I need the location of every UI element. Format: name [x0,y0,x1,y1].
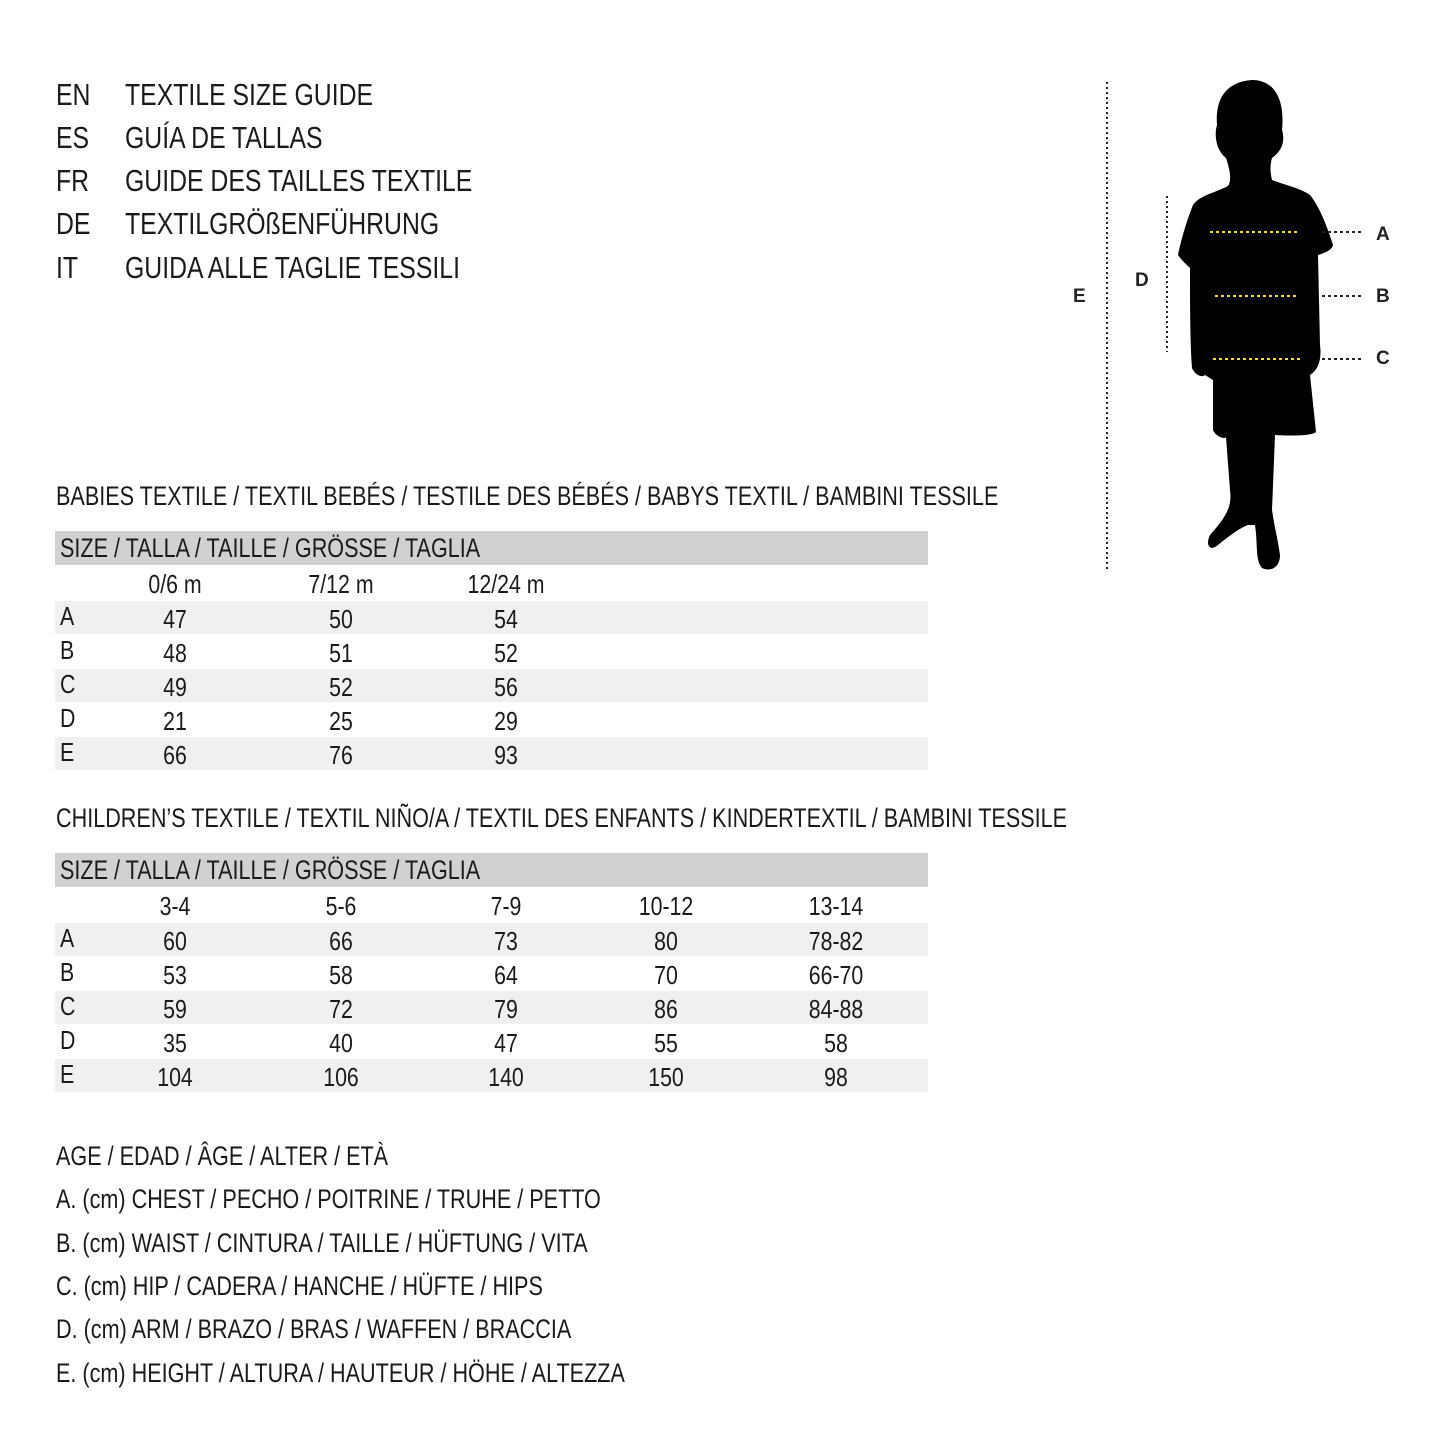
babies-cell: 50 [329,604,353,634]
babies-row-label: B [60,635,75,665]
guide-title: TEXTILGRÖßENFÜHRUNG [125,206,440,241]
babies-table-row [55,601,928,634]
child-silhouette-figure: A B C D E [1073,80,1390,570]
legend-item: D. (cm) ARM / BRAZO / BRAS / WAFFEN / BR… [56,1314,572,1344]
babies-size-header-bar [55,531,928,565]
children-cell: 86 [654,994,678,1024]
children-cell: 60 [163,926,187,956]
children-table-row [55,923,928,956]
children-cell: 40 [329,1028,353,1058]
label-e: E [1073,286,1086,307]
guide-title: GUIDA ALLE TAGLIE TESSILI [125,250,460,285]
label-c: C [1376,348,1390,369]
children-cell: 66-70 [808,960,864,990]
legend-item: B. (cm) WAIST / CINTURA / TAILLE / HÜFTU… [56,1228,588,1258]
children-cell: 104 [157,1062,193,1092]
children-cell: 150 [648,1062,684,1092]
guide-title: GUÍA DE TALLAS [125,120,323,155]
babies-row-label: E [60,737,75,767]
children-size-header: SIZE / TALLA / TAILLE / GRÖSSE / TAGLIA [60,855,481,885]
child-silhouette-icon [1178,80,1333,570]
babies-cell: 25 [329,706,353,736]
children-cell: 79 [494,994,518,1024]
babies-row-label: C [60,669,76,699]
children-cell: 66 [329,926,353,956]
babies-row-label: D [60,703,76,733]
babies-cell: 49 [163,672,187,702]
babies-cell: 21 [163,706,187,736]
language-code: IT [56,250,79,285]
children-heading: CHILDREN’S TEXTILE / TEXTIL NIÑO/A / TEX… [56,803,1068,833]
children-row-label: E [60,1059,75,1089]
children-cell: 106 [323,1062,359,1092]
babies-cell: 54 [494,604,518,634]
children-table-row [55,1059,928,1092]
babies-heading: BABIES TEXTILE / TEXTIL BEBÉS / TESTILE … [56,481,999,511]
language-code: ES [56,120,90,155]
babies-cell: 76 [329,740,353,770]
children-cell: 53 [163,960,187,990]
legend-item: A. (cm) CHEST / PECHO / POITRINE / TRUHE… [56,1184,601,1214]
children-column-header: 5-6 [325,891,357,921]
children-cell: 58 [329,960,353,990]
babies-size-header: SIZE / TALLA / TAILLE / GRÖSSE / TAGLIA [60,533,481,563]
children-cell: 47 [494,1028,518,1058]
children-row-label: A [60,923,75,953]
babies-cell: 48 [163,638,187,668]
babies-row-label: A [60,601,75,631]
babies-cell: 52 [494,638,518,668]
children-cell: 84-88 [808,994,864,1024]
babies-column-header: 7/12 m [308,569,374,599]
children-column-header: 3-4 [159,891,191,921]
children-cell: 72 [329,994,353,1024]
children-row-label: D [60,1025,76,1055]
language-code: FR [56,163,90,198]
babies-column-header: 0/6 m [148,569,202,599]
children-cell: 73 [494,926,518,956]
children-cell: 58 [824,1028,848,1058]
legend-item: E. (cm) HEIGHT / ALTURA / HAUTEUR / HÖHE… [56,1358,625,1388]
children-cell: 35 [163,1028,187,1058]
label-b: B [1376,286,1390,307]
babies-cell: 56 [494,672,518,702]
children-column-header: 10-12 [638,891,694,921]
babies-cell: 51 [329,638,353,668]
language-code: DE [56,206,91,241]
children-row-label: B [60,957,75,987]
legend-item: C. (cm) HIP / CADERA / HANCHE / HÜFTE / … [56,1271,543,1301]
legend-item: AGE / EDAD / ÂGE / ALTER / ETÀ [56,1141,389,1171]
babies-table-row [55,737,928,770]
babies-cell: 52 [329,672,353,702]
label-a: A [1376,224,1390,245]
guide-title: TEXTILE SIZE GUIDE [125,77,374,112]
label-d: D [1135,270,1149,291]
children-column-header: 13-14 [808,891,864,921]
babies-column-header: 12/24 m [467,569,545,599]
children-cell: 80 [654,926,678,956]
babies-cell: 66 [163,740,187,770]
babies-table-row [55,669,928,702]
children-cell: 140 [488,1062,524,1092]
children-size-header-bar [55,853,928,887]
children-cell: 98 [824,1062,848,1092]
babies-cell: 29 [494,706,518,736]
children-column-header: 7-9 [490,891,522,921]
children-cell: 64 [494,960,518,990]
children-row-label: C [60,991,76,1021]
children-table-row [55,991,928,1024]
children-cell: 59 [163,994,187,1024]
children-cell: 70 [654,960,678,990]
babies-cell: 93 [494,740,518,770]
children-cell: 78-82 [808,926,864,956]
language-code: EN [56,77,91,112]
babies-cell: 47 [163,604,187,634]
guide-title: GUIDE DES TAILLES TEXTILE [125,163,473,198]
children-cell: 55 [654,1028,678,1058]
